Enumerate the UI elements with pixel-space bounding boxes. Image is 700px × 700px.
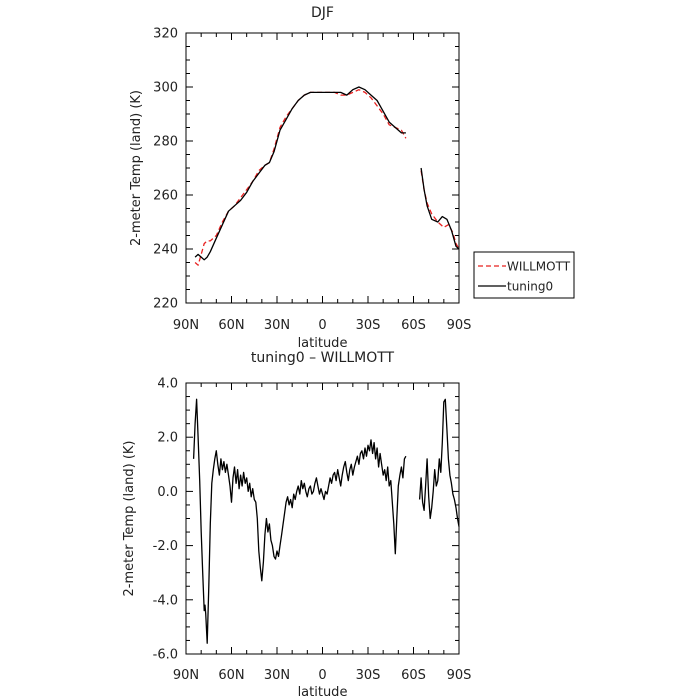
- y-tick-label: 2.0: [157, 431, 178, 446]
- y-axis-label: 2-meter Temp (land) (K): [122, 441, 137, 597]
- series-line-tuning0: [420, 167, 460, 250]
- x-tick-label: 30N: [264, 668, 290, 683]
- difference-line: [418, 398, 460, 527]
- chart-title: DJF: [311, 5, 334, 21]
- x-tick-label: 60N: [218, 668, 244, 683]
- y-tick-label: 240: [153, 243, 178, 258]
- chart-title: tuning0 – WILLMOTT: [251, 350, 395, 366]
- y-tick-label: 0.0: [157, 485, 178, 500]
- x-tick-label: 30N: [264, 318, 290, 333]
- y-tick-label: 220: [153, 297, 178, 312]
- y-tick-label: 320: [153, 27, 178, 42]
- x-tick-label: 30S: [356, 668, 381, 683]
- plot-frame: [185, 32, 460, 304]
- y-axis-label: 2-meter Temp (land) (K): [129, 90, 144, 246]
- plot-frame: [185, 382, 460, 655]
- x-tick-label: 0: [318, 318, 326, 333]
- x-tick-label: 60S: [401, 668, 426, 683]
- y-tick-label: 280: [153, 135, 178, 150]
- y-tick-label: -2.0: [153, 539, 178, 554]
- legend-box: [473, 251, 575, 299]
- x-axis-label: latitude: [298, 336, 348, 351]
- x-tick-label: 90N: [173, 318, 199, 333]
- x-tick-label: 0: [318, 668, 326, 683]
- legend-label: tuning0: [507, 280, 553, 294]
- y-tick-label: 300: [153, 81, 178, 96]
- series-line-tuning0: [194, 86, 406, 261]
- x-tick-label: 90N: [173, 668, 199, 683]
- panel-djf: 90N 60N 30N 0 30S 60S 90S 220 240 260 280 300 320 DJF…: [129, 5, 575, 351]
- difference-line: [192, 398, 407, 644]
- panel-difference: 90N 60N 30N 0 30S 60S 90S -6.0 -4.0 -2.0 0.0 2.0 4.0…: [122, 350, 471, 700]
- x-tick-label: 60S: [401, 318, 426, 333]
- x-tick-label: 60N: [218, 318, 244, 333]
- y-tick-label: 260: [153, 189, 178, 204]
- y-tick-label: 4.0: [157, 377, 178, 392]
- x-axis-label: latitude: [298, 685, 348, 700]
- x-tick-label: 90S: [447, 668, 472, 683]
- y-tick-label: -4.0: [153, 593, 178, 608]
- legend-label: WILLMOTT: [507, 260, 571, 274]
- x-tick-label: 30S: [356, 318, 381, 333]
- y-tick-label: -6.0: [153, 648, 178, 663]
- series-line-willmott: [194, 89, 407, 266]
- x-tick-label: 90S: [447, 318, 472, 333]
